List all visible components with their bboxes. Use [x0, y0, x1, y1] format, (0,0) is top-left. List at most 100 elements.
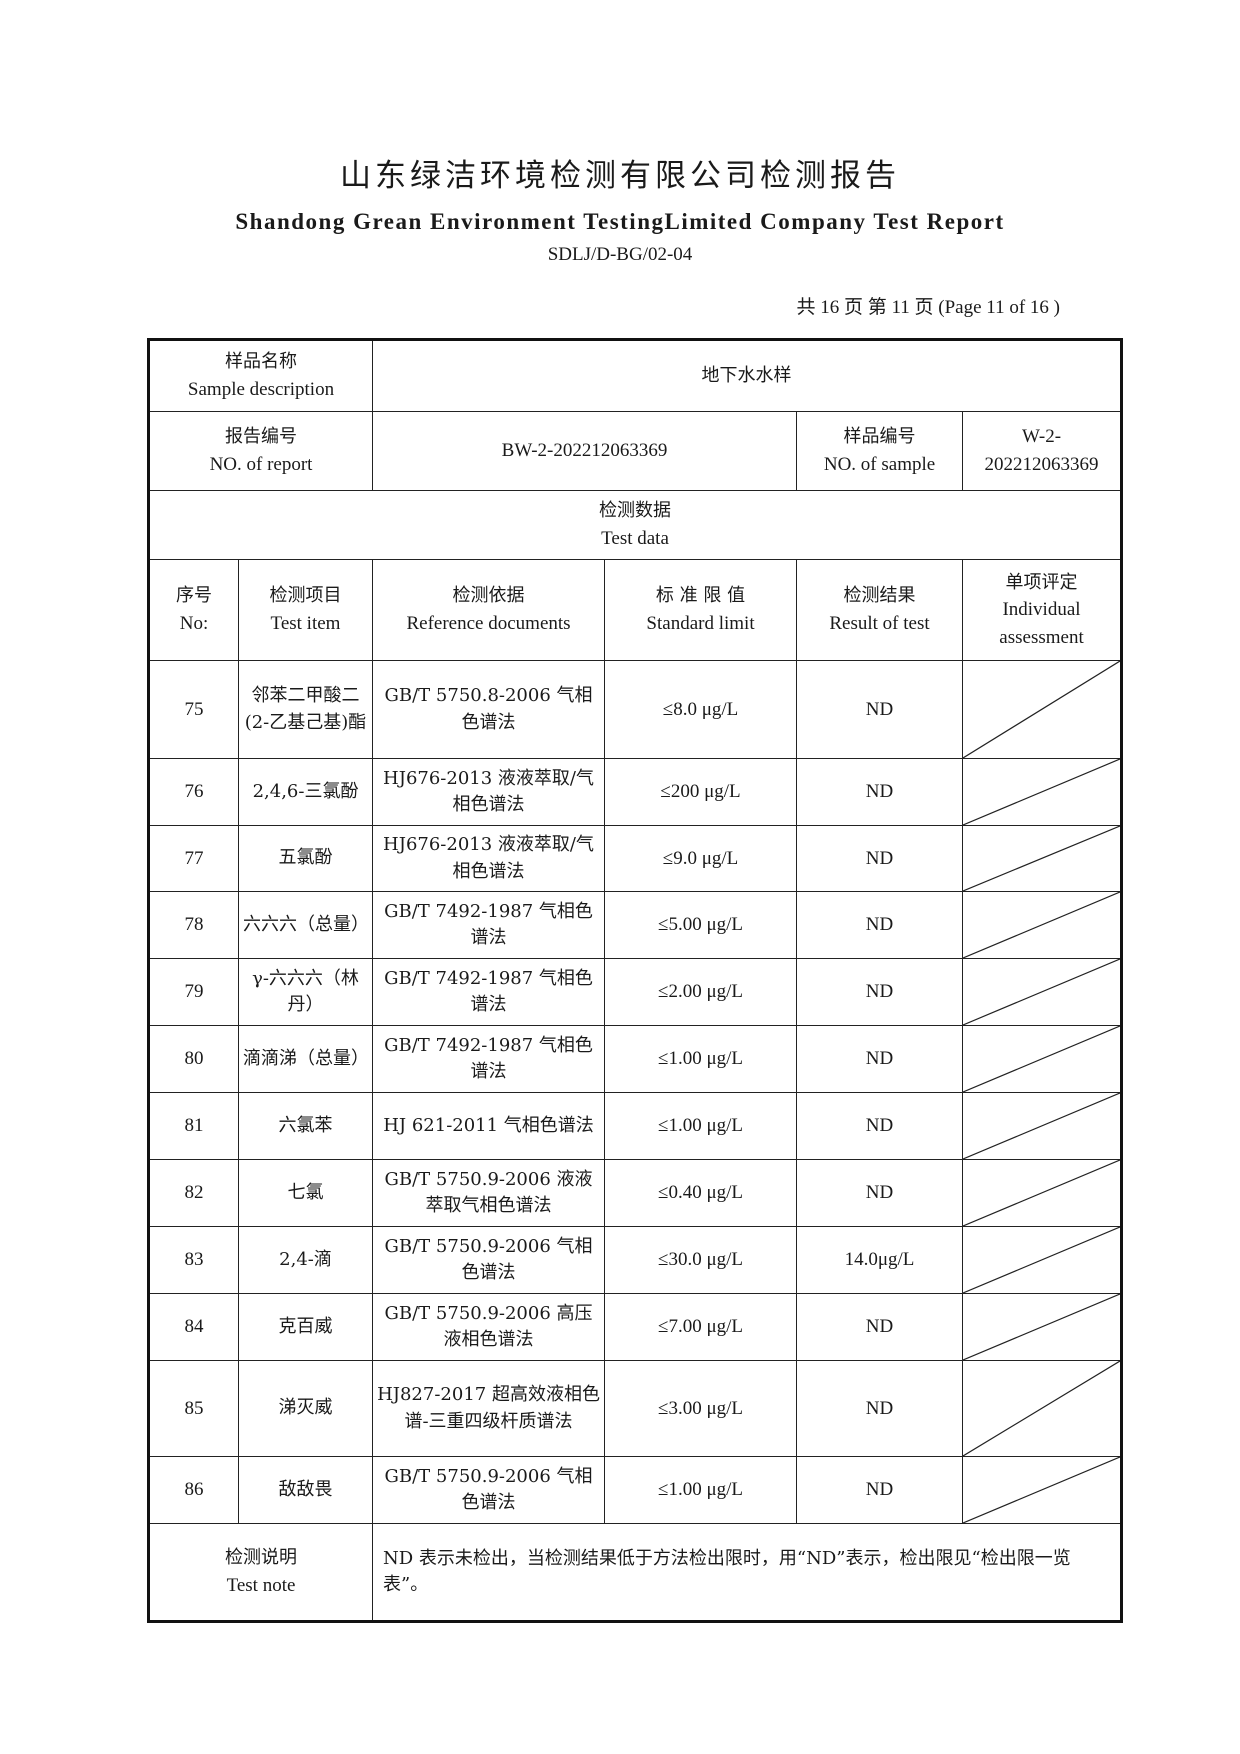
row-number: 79	[148, 958, 239, 1026]
report-title-cn: 山东绿洁环境检测有限公司检测报告	[340, 158, 900, 194]
column-header: 检测项目 Test item	[237, 559, 374, 661]
reference-document: HJ827-2017 超高效液相色谱-三重四级杆质谱法	[372, 1360, 606, 1457]
test-result: ND	[796, 1092, 964, 1160]
reference-document: GB/T 5750.9-2006 高压液相色谱法	[372, 1293, 606, 1361]
test-note-text: ND 表示未检出，当检测结果低于方法检出限时，用“ND”表示，检出限见“检出限一…	[372, 1523, 1123, 1622]
test-result: ND	[796, 660, 964, 759]
column-header: 检测结果 Result of test	[796, 559, 964, 661]
assessment-not-applicable-slash	[962, 1360, 1123, 1457]
assessment-not-applicable-slash	[962, 1293, 1123, 1361]
assessment-not-applicable-slash	[962, 1025, 1123, 1093]
test-item: 涕灭威	[237, 1360, 374, 1457]
row-number: 78	[148, 891, 239, 959]
reference-document: HJ676-2013 液液萃取/气相色谱法	[372, 758, 606, 826]
table-row: 85 涕灭威 HJ827-2017 超高效液相色谱-三重四级杆质谱法 ≤3.00 μg…	[148, 1360, 1123, 1457]
assessment-not-applicable-slash	[962, 758, 1123, 826]
assessment-not-applicable-slash	[962, 1092, 1123, 1160]
test-result: ND	[796, 1025, 964, 1093]
assessment-not-applicable-slash	[962, 660, 1123, 759]
sample-desc-label: 样品名称 Sample description	[147, 339, 374, 412]
table-row: 83 2,4-滴 GB/T 5750.9-2006 气相色谱法 ≤30.0 μg/L 1…	[148, 1226, 1123, 1294]
row-number: 80	[148, 1025, 239, 1093]
standard-limit: ≤5.00 μg/L	[604, 891, 798, 959]
standard-limit: ≤7.00 μg/L	[604, 1293, 798, 1361]
test-result: ND	[796, 1360, 964, 1457]
table-row: 86 敌敌畏 GB/T 5750.9-2006 气相色谱法 ≤1.00 μg/L ND	[148, 1456, 1123, 1524]
column-header: 检测依据 Reference documents	[372, 559, 606, 661]
column-header: 标 准 限 值 Standard limit	[604, 559, 798, 661]
table-row: 82 七氯 GB/T 5750.9-2006 液液萃取气相色谱法 ≤0.40 μg/L…	[148, 1159, 1123, 1227]
column-header: 序号 No:	[148, 559, 239, 661]
test-item: 七氯	[237, 1159, 374, 1227]
test-data-heading: 检测数据 Test data	[147, 490, 1123, 560]
test-item: 邻苯二甲酸二(2-乙基己基)酯	[237, 660, 374, 759]
standard-limit: ≤1.00 μg/L	[604, 1025, 798, 1093]
assessment-not-applicable-slash	[962, 825, 1123, 892]
standard-limit: ≤0.40 μg/L	[604, 1159, 798, 1227]
column-header-row: 序号 No: 检测项目 Test item 检测依据 Reference docume…	[148, 559, 1123, 661]
row-number: 77	[148, 825, 239, 892]
sample-no-value: W-2-202212063369	[962, 411, 1123, 491]
sample-desc-value: 地下水水样	[372, 339, 1123, 412]
assessment-not-applicable-slash	[962, 1456, 1123, 1524]
standard-limit: ≤30.0 μg/L	[604, 1226, 798, 1294]
test-result: ND	[796, 758, 964, 826]
row-number: 86	[148, 1456, 239, 1524]
reference-document: GB/T 7492-1987 气相色谱法	[372, 1025, 606, 1093]
reference-document: HJ676-2013 液液萃取/气相色谱法	[372, 825, 606, 892]
reference-document: GB/T 7492-1987 气相色谱法	[372, 891, 606, 959]
reference-document: GB/T 7492-1987 气相色谱法	[372, 958, 606, 1026]
test-note-label: 检测说明 Test note	[147, 1523, 374, 1622]
assessment-not-applicable-slash	[962, 1159, 1123, 1227]
standard-limit: ≤3.00 μg/L	[604, 1360, 798, 1457]
test-item: 五氯酚	[237, 825, 374, 892]
table-row: 77 五氯酚 HJ676-2013 液液萃取/气相色谱法 ≤9.0 μg/L ND	[148, 825, 1123, 892]
table-row: 80 滴滴涕（总量） GB/T 7492-1987 气相色谱法 ≤1.00 μg/L N…	[148, 1025, 1123, 1093]
row-number: 82	[148, 1159, 239, 1227]
standard-limit: ≤200 μg/L	[604, 758, 798, 826]
test-item: 克百威	[237, 1293, 374, 1361]
row-number: 85	[148, 1360, 239, 1457]
test-item: 2,4,6-三氯酚	[237, 758, 374, 826]
test-result: 14.0μg/L	[796, 1226, 964, 1294]
row-number: 83	[148, 1226, 239, 1294]
report-no-value: BW-2-202212063369	[372, 411, 798, 491]
test-item: 敌敌畏	[237, 1456, 374, 1524]
column-header: 单项评定 Individual assessment	[962, 559, 1123, 661]
standard-limit: ≤8.0 μg/L	[604, 660, 798, 759]
table-row: 76 2,4,6-三氯酚 HJ676-2013 液液萃取/气相色谱法 ≤200 μg/…	[148, 758, 1123, 826]
report-title-en: Shandong Grean Environment TestingLimite…	[235, 209, 1005, 234]
test-item: 滴滴涕（总量）	[237, 1025, 374, 1093]
table-row: 79 γ-六六六（林丹） GB/T 7492-1987 气相色谱法 ≤2.00 μg/…	[148, 958, 1123, 1026]
standard-limit: ≤1.00 μg/L	[604, 1456, 798, 1524]
standard-limit: ≤1.00 μg/L	[604, 1092, 798, 1160]
table-row: 84 克百威 GB/T 5750.9-2006 高压液相色谱法 ≤7.00 μg/L N…	[148, 1293, 1123, 1361]
sample-no-label: 样品编号 NO. of sample	[796, 411, 964, 491]
test-item: 六氯苯	[237, 1092, 374, 1160]
reference-document: HJ 621-2011 气相色谱法	[372, 1092, 606, 1160]
table-row: 81 六氯苯 HJ 621-2011 气相色谱法 ≤1.00 μg/L ND	[148, 1092, 1123, 1160]
page-info: 共 16 页 第 11 页 (Page 11 of 16 )	[796, 297, 1060, 318]
assessment-not-applicable-slash	[962, 891, 1123, 959]
standard-limit: ≤9.0 μg/L	[604, 825, 798, 892]
row-number: 75	[148, 660, 239, 759]
reference-document: GB/T 5750.9-2006 液液萃取气相色谱法	[372, 1159, 606, 1227]
assessment-not-applicable-slash	[962, 958, 1123, 1026]
assessment-not-applicable-slash	[962, 1226, 1123, 1294]
test-result: ND	[796, 1159, 964, 1227]
test-report-table: 样品名称 Sample description 地下水水样 报告编号 NO. of …	[147, 338, 1124, 1623]
form-code: SDLJ/D-BG/02-04	[547, 244, 693, 265]
test-result: ND	[796, 891, 964, 959]
test-result: ND	[796, 958, 964, 1026]
table-row: 75 邻苯二甲酸二(2-乙基己基)酯 GB/T 5750.8-2006 气相色谱法 ≤…	[148, 660, 1123, 759]
reference-document: GB/T 5750.9-2006 气相色谱法	[372, 1226, 606, 1294]
test-item: γ-六六六（林丹）	[237, 958, 374, 1026]
test-result: ND	[796, 825, 964, 892]
table-row: 78 六六六（总量） GB/T 7492-1987 气相色谱法 ≤5.00 μg/L N…	[148, 891, 1123, 959]
row-number: 81	[148, 1092, 239, 1160]
row-number: 84	[148, 1293, 239, 1361]
test-item: 2,4-滴	[237, 1226, 374, 1294]
reference-document: GB/T 5750.8-2006 气相色谱法	[372, 660, 606, 759]
test-result: ND	[796, 1456, 964, 1524]
row-number: 76	[148, 758, 239, 826]
